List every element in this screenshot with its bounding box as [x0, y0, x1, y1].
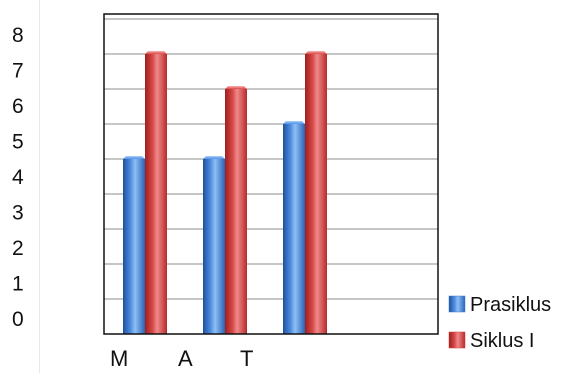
y-axis-tick-labels: 0 1 2 3 4 5 6 7 8 [12, 24, 24, 331]
y-tick-label: 7 [12, 60, 24, 83]
y-tick-label: 1 [12, 273, 24, 296]
legend: Prasiklus Siklus I [448, 294, 551, 352]
bar-top-cap [123, 156, 145, 159]
left-edge-divider [39, 0, 40, 373]
bar-top-cap [203, 156, 225, 159]
x-tick-label: M [110, 346, 128, 371]
legend-label-prasiklus: Prasiklus [470, 294, 551, 316]
legend-swatch-siklus-i [448, 331, 466, 349]
legend-swatch-prasiklus [448, 295, 466, 313]
bar-prasiklus-a [203, 159, 225, 334]
bar-top-cap [283, 121, 305, 124]
y-tick-label: 5 [12, 131, 24, 154]
bar-top-cap [305, 51, 327, 54]
bar-siklus-i-t [305, 54, 327, 334]
x-tick-label: T [240, 346, 253, 371]
y-tick-label: 0 [12, 308, 24, 331]
y-tick-label: 4 [12, 166, 24, 189]
plot-frame [103, 13, 439, 335]
x-tick-label: A [178, 346, 193, 371]
legend-label-siklus-i: Siklus I [470, 330, 534, 352]
bar-prasiklus-m [123, 159, 145, 334]
bars [123, 51, 327, 334]
bar-top-cap [225, 86, 247, 89]
y-tick-label: 8 [12, 24, 24, 47]
y-tick-label: 6 [12, 95, 24, 118]
bar-top-cap [145, 51, 167, 54]
bar-siklus-i-a [225, 89, 247, 334]
bar-siklus-i-m [145, 54, 167, 334]
y-tick-label: 3 [12, 202, 24, 225]
y-tick-label: 2 [12, 237, 24, 260]
bar-prasiklus-t [283, 124, 305, 334]
